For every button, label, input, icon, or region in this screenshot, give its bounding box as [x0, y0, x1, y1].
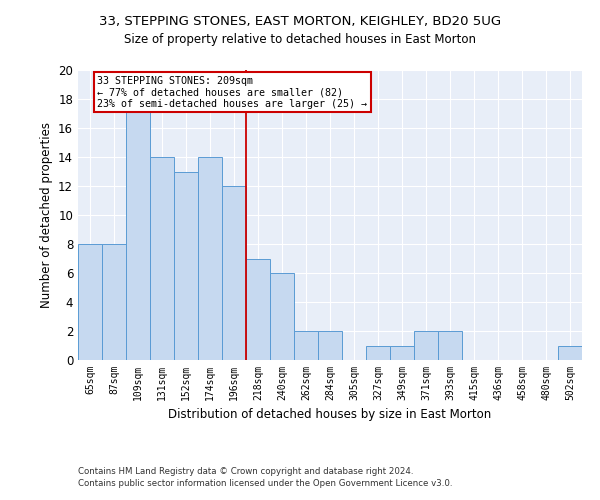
Bar	[366, 346, 390, 360]
Text: 33 STEPPING STONES: 209sqm
← 77% of detached houses are smaller (82)
23% of semi: 33 STEPPING STONES: 209sqm ← 77% of deta…	[97, 76, 367, 109]
Y-axis label: Number of detached properties: Number of detached properties	[40, 122, 53, 308]
Bar	[78, 244, 102, 360]
Bar	[558, 346, 582, 360]
Bar	[198, 157, 222, 360]
Bar	[126, 99, 150, 360]
X-axis label: Distribution of detached houses by size in East Morton: Distribution of detached houses by size …	[169, 408, 491, 422]
Bar	[102, 244, 126, 360]
Text: Contains public sector information licensed under the Open Government Licence v3: Contains public sector information licen…	[78, 478, 452, 488]
Bar	[246, 258, 270, 360]
Bar	[318, 331, 342, 360]
Text: Contains HM Land Registry data © Crown copyright and database right 2024.: Contains HM Land Registry data © Crown c…	[78, 467, 413, 476]
Bar	[222, 186, 246, 360]
Bar	[270, 273, 294, 360]
Bar	[414, 331, 438, 360]
Bar	[438, 331, 462, 360]
Text: Size of property relative to detached houses in East Morton: Size of property relative to detached ho…	[124, 32, 476, 46]
Bar	[150, 157, 174, 360]
Bar	[390, 346, 414, 360]
Text: 33, STEPPING STONES, EAST MORTON, KEIGHLEY, BD20 5UG: 33, STEPPING STONES, EAST MORTON, KEIGHL…	[99, 15, 501, 28]
Bar	[174, 172, 198, 360]
Bar	[294, 331, 318, 360]
